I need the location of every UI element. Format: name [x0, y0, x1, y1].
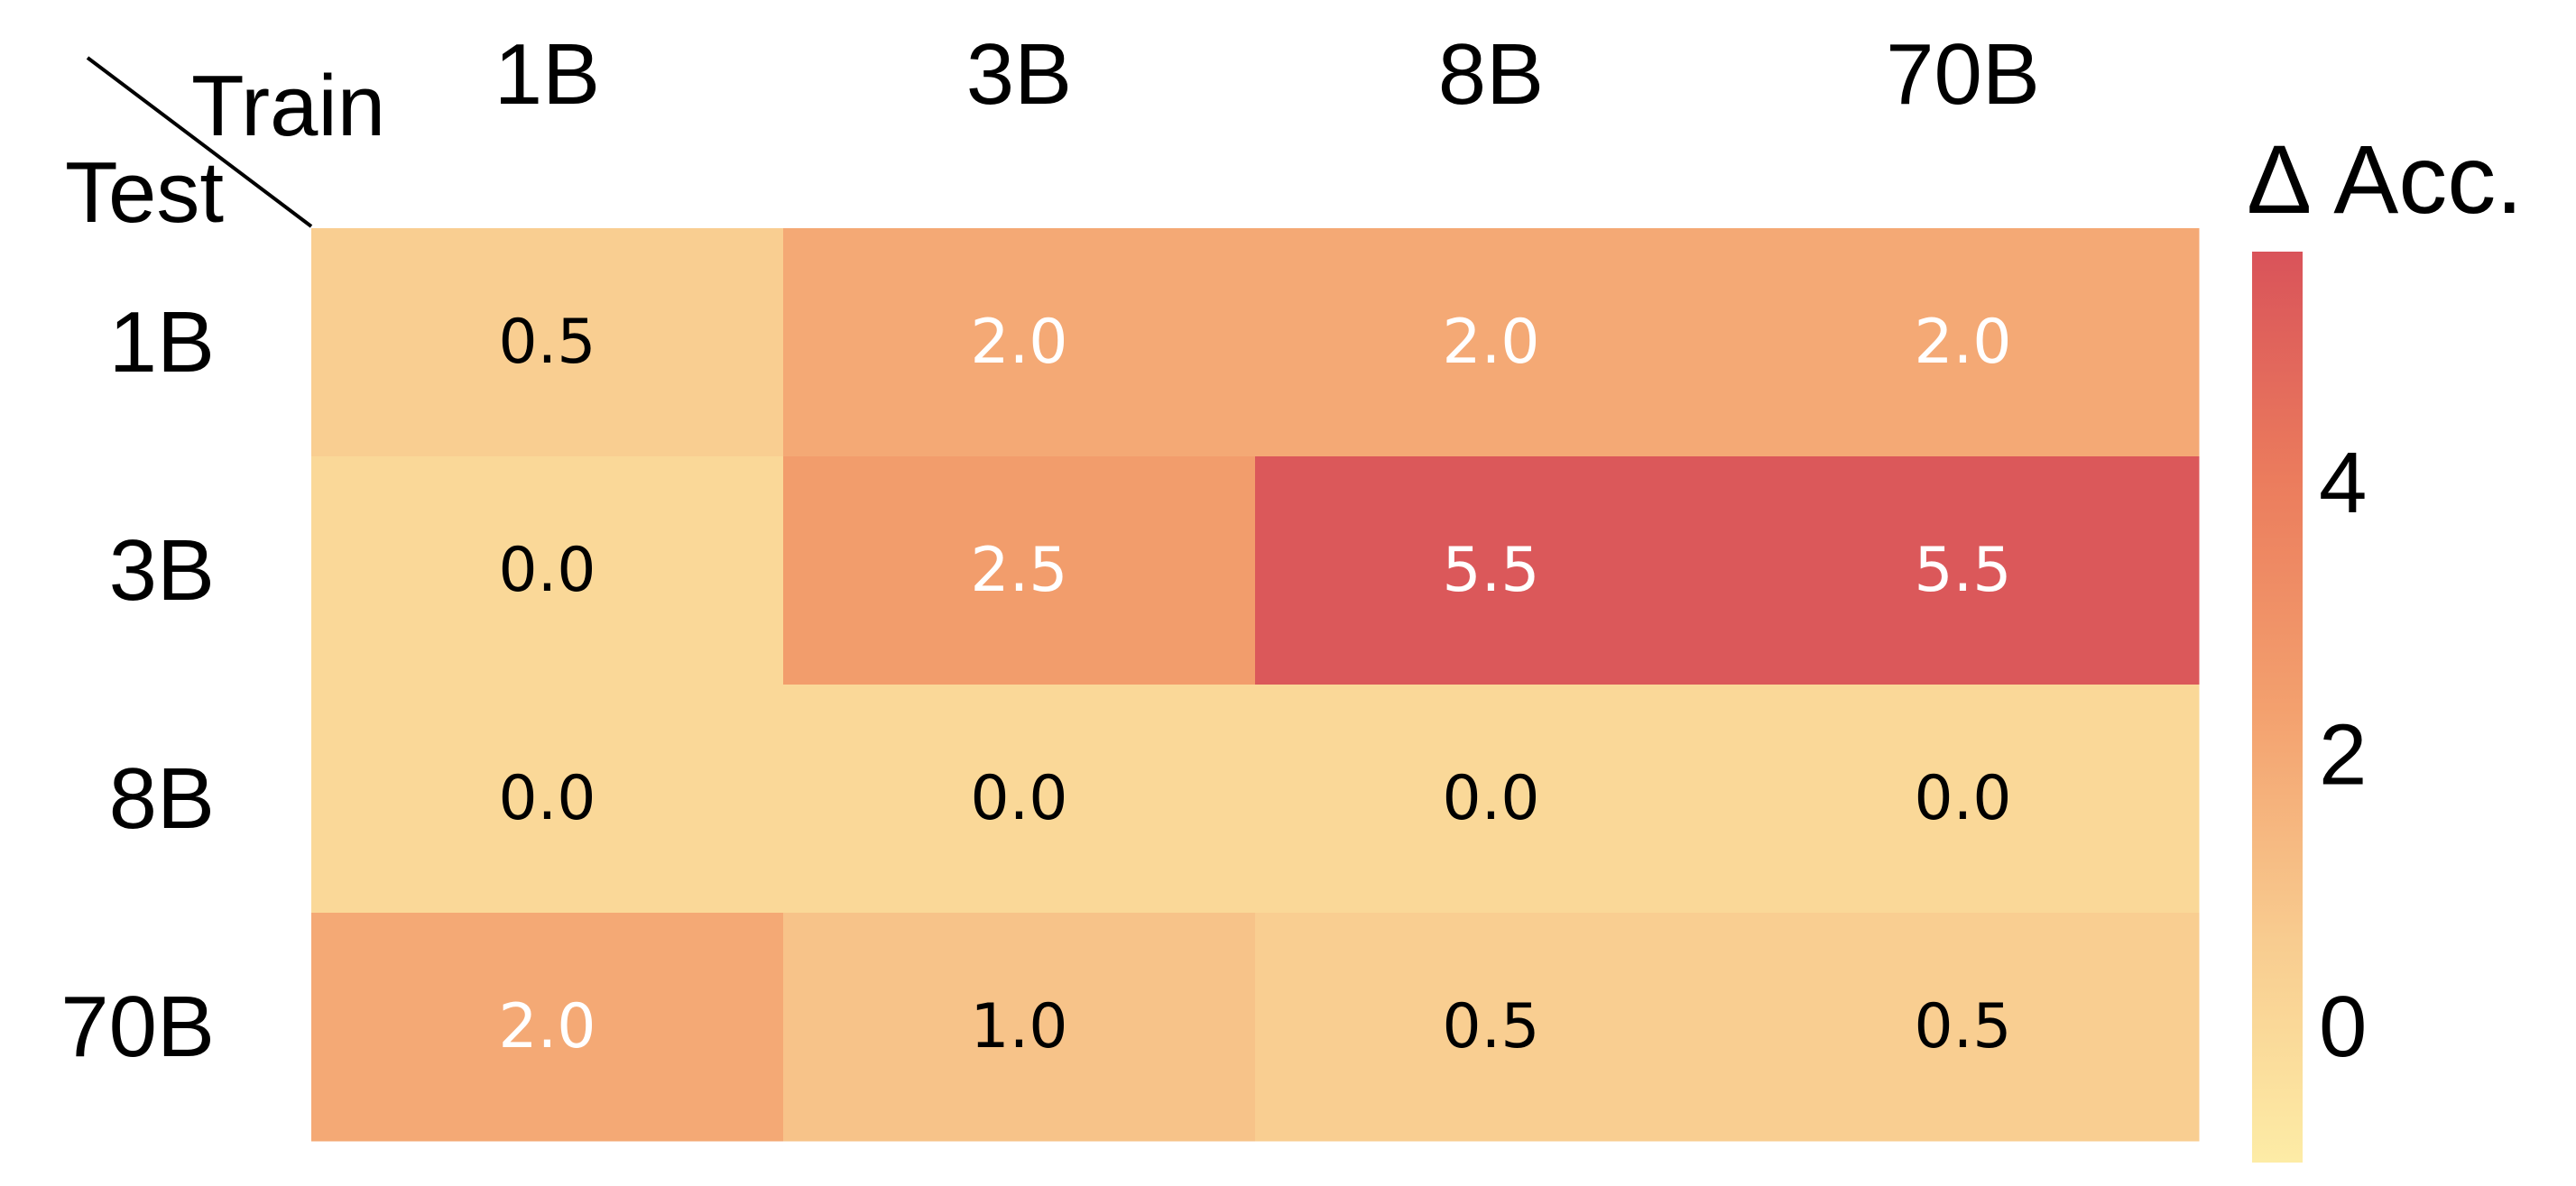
x-tick-label: 8B [1438, 26, 1544, 123]
x-tick-labels: 1B 3B 8B 70B [494, 26, 2040, 123]
corner-diagonal [86, 56, 313, 228]
x-axis-name: Train [191, 58, 385, 154]
x-tick-label: 70B [1886, 26, 2040, 123]
heatmap-cell [311, 228, 784, 457]
heatmap-cell [1255, 228, 1728, 457]
y-tick-label: 8B [109, 750, 215, 847]
heatmap-cell [1255, 456, 1728, 685]
cell-value-label: 2.0 [1914, 307, 2011, 378]
heatmap-cell [1727, 913, 2200, 1142]
cell-value-label: 5.5 [1914, 535, 2011, 606]
x-tick-label: 1B [494, 26, 600, 123]
cell-value-label: 5.5 [1442, 535, 1539, 606]
y-tick-label: 3B [109, 522, 215, 619]
heatmap-cell [783, 685, 1256, 914]
cell-value-label: 2.0 [970, 307, 1067, 378]
colorbar-tick-label: 0 [2319, 979, 2367, 1075]
cell-value-label: 0.5 [1914, 991, 2011, 1062]
corner-label: Train Test [65, 56, 385, 241]
heatmap-cell [1727, 228, 2200, 457]
y-axis-name: Test [65, 144, 224, 241]
heatmap-cell [783, 913, 1256, 1142]
heatmap-cell [311, 913, 784, 1142]
cell-value-label: 2.0 [498, 991, 596, 1062]
heatmap-cells [311, 228, 2200, 1142]
heatmap-cell [783, 456, 1256, 685]
cell-value-label: 0.0 [498, 535, 596, 606]
y-tick-labels: 1B 3B 8B 70B [60, 294, 215, 1075]
colorbar-tick-label: 4 [2319, 435, 2367, 531]
cell-value-label: 0.0 [970, 763, 1067, 834]
heatmap-cell-labels: 0.5 2.0 2.0 2.0 0.0 2.5 5.5 5.5 0.0 0.0 0.0 0.0 2.0 1… [498, 307, 2011, 1062]
cell-value-label: 2.5 [970, 535, 1067, 606]
y-tick-label: 70B [60, 979, 215, 1075]
cell-value-label: 0.0 [498, 763, 596, 834]
heatmap-cell [783, 228, 1256, 457]
cell-value-label: 0.0 [1442, 763, 1539, 834]
y-tick-label: 1B [109, 294, 215, 391]
colorbar: Δ Acc. 0 2 4 [2247, 124, 2523, 1163]
colorbar-title: Δ Acc. [2247, 124, 2523, 234]
cell-value-label: 0.5 [498, 307, 596, 378]
heatmap-cell [1255, 685, 1728, 914]
cell-value-label: 0.0 [1914, 763, 2011, 834]
heatmap-cell [1727, 456, 2200, 685]
heatmap-cell [1255, 913, 1728, 1142]
cell-value-label: 0.5 [1442, 991, 1539, 1062]
cell-value-label: 2.0 [1442, 307, 1539, 378]
heatmap-cell [1727, 685, 2200, 914]
colorbar-ticks: 0 2 4 [2319, 435, 2367, 1075]
cell-value-label: 1.0 [970, 991, 1067, 1062]
colorbar-tick-label: 2 [2319, 706, 2367, 803]
heatmap-cell [311, 456, 784, 685]
colorbar-gradient [2252, 252, 2303, 1163]
heatmap-cell [311, 685, 784, 914]
x-tick-label: 3B [966, 26, 1072, 123]
